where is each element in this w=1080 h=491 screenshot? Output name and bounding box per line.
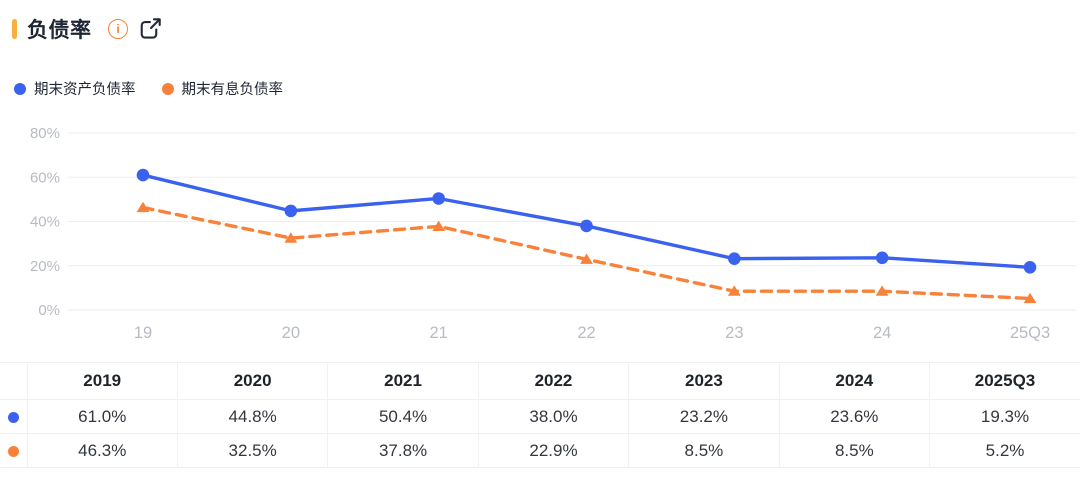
x-axis-tick-label: 20 (282, 324, 300, 342)
x-axis-tick-label: 22 (577, 324, 595, 342)
series-dot-cell (0, 434, 27, 468)
series-dot-orange (7, 445, 19, 457)
legend-item-interest-debt-ratio[interactable]: 期末有息负债率 (161, 78, 284, 99)
data-point-marker[interactable] (727, 285, 741, 296)
data-point-marker[interactable] (875, 285, 889, 296)
x-axis-tick-label: 25Q3 (1010, 324, 1050, 342)
col-header: 2024 (778, 362, 930, 400)
y-axis-tick-label: 60% (30, 169, 60, 186)
value-cell: 23.6% (778, 399, 930, 434)
x-axis-tick-label: 21 (429, 324, 447, 342)
value-cell: 44.8% (176, 399, 328, 434)
data-point-marker[interactable] (580, 219, 593, 233)
value-cell: 50.4% (327, 399, 479, 434)
value-cell: 22.9% (477, 433, 629, 468)
value-cell: 61.0% (26, 399, 178, 434)
value-cell: 46.3% (26, 433, 178, 468)
col-header: 2021 (327, 362, 479, 400)
y-axis-tick-label: 40% (30, 214, 60, 231)
value-cell: 5.2% (929, 433, 1080, 468)
page-title: 负债率 (27, 19, 92, 42)
data-point-marker[interactable] (580, 253, 593, 264)
data-point-marker[interactable] (1023, 292, 1037, 304)
col-header: 2025Q3 (929, 362, 1080, 400)
data-point-marker[interactable] (284, 232, 298, 243)
external-link-icon[interactable] (139, 17, 162, 40)
legend-dot-blue (14, 82, 26, 95)
title-accent-bar (12, 19, 17, 39)
table-row-asset-debt-ratio: 61.0% 44.8% 50.4% 38.0% 23.2% 23.6% 19.3… (0, 399, 1080, 434)
series-dot-blue (7, 411, 19, 423)
col-header: 2020 (176, 362, 328, 400)
col-header: 2019 (26, 362, 178, 400)
table-header-row: 2019 2020 2021 2022 2023 2024 2025Q3 (0, 362, 1080, 400)
col-header: 2023 (628, 362, 780, 400)
value-cell: 19.3% (929, 399, 1080, 434)
data-point-marker[interactable] (432, 220, 446, 231)
data-point-marker[interactable] (284, 204, 298, 218)
value-cell: 8.5% (778, 433, 930, 468)
legend-dot-orange (161, 82, 174, 95)
info-icon[interactable]: i (108, 19, 128, 39)
data-point-marker[interactable] (875, 251, 889, 265)
value-cell: 37.8% (327, 433, 479, 468)
debt-ratio-line-chart[interactable]: 0% 20% 40% 60% 80% 19 20 21 22 23 24 25Q3 (0, 110, 1080, 350)
col-header: 2022 (477, 362, 629, 400)
value-cell: 23.2% (628, 399, 780, 434)
data-point-marker[interactable] (1023, 260, 1037, 274)
series-dot-cell (0, 400, 27, 434)
legend-item-asset-debt-ratio[interactable]: 期末资产负债率 (14, 78, 136, 99)
table-row-interest-debt-ratio: 46.3% 32.5% 37.8% 22.9% 8.5% 8.5% 5.2% (0, 433, 1080, 468)
x-axis-tick-label: 23 (725, 324, 743, 342)
y-axis-tick-label: 0% (38, 302, 60, 319)
data-point-marker[interactable] (136, 201, 150, 213)
legend-label: 期末有息负债率 (181, 82, 284, 98)
value-cell: 38.0% (477, 399, 629, 434)
legend: 期末资产负债率 期末有息负债率 (14, 78, 283, 99)
legend-label: 期末资产负债率 (34, 82, 136, 98)
x-axis-tick-label: 19 (134, 324, 152, 342)
value-cell: 32.5% (176, 433, 328, 468)
x-axis-tick-label: 24 (873, 324, 891, 342)
data-point-marker[interactable] (432, 192, 445, 205)
values-table: 2019 2020 2021 2022 2023 2024 2025Q3 61.… (0, 362, 1080, 468)
data-point-marker[interactable] (728, 252, 741, 265)
y-axis-tick-label: 80% (30, 125, 60, 142)
value-cell: 8.5% (628, 433, 780, 468)
data-point-marker[interactable] (136, 168, 150, 182)
y-axis-tick-label: 20% (30, 258, 60, 275)
series-dot-column-header (0, 363, 27, 400)
